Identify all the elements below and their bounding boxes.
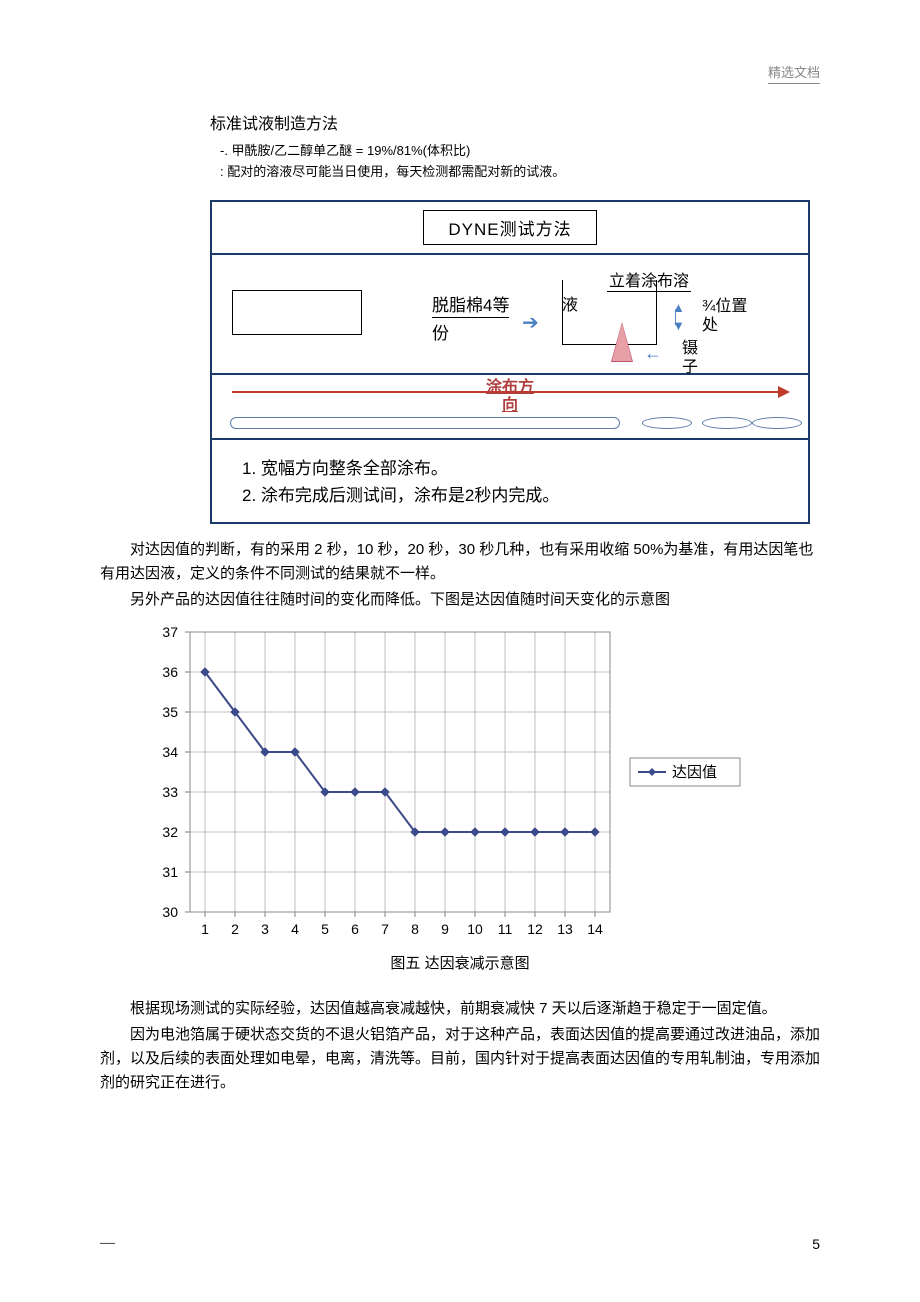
diagram-list-2: 2. 涂布完成后测试间，涂布是2秒内完成。 [242, 481, 788, 506]
svg-text:10: 10 [467, 921, 483, 937]
dyne-chart: 30313233343536371234567891011121314达因值 [115, 622, 820, 942]
oval-1 [642, 417, 692, 429]
svg-text:4: 4 [291, 921, 299, 937]
chart-svg: 30313233343536371234567891011121314达因值 [115, 622, 755, 942]
svg-text:2: 2 [231, 921, 239, 937]
svg-text:35: 35 [162, 704, 178, 720]
svg-text:8: 8 [411, 921, 419, 937]
cd-b: 向 [502, 397, 518, 414]
oval-3 [752, 417, 802, 429]
diagram-coating-row: 涂布方向 [212, 375, 808, 440]
arrow-right-icon: ➔ [522, 310, 539, 335]
solution-label-2: 液 [562, 291, 578, 315]
svg-text:7: 7 [381, 921, 389, 937]
svg-text:30: 30 [162, 904, 178, 920]
double-arrow-vert-icon: ▲│▼ [672, 303, 685, 330]
pos-label-b: 处 [702, 317, 718, 334]
diagram-mid-row: 脱脂棉4等 份 ➔ 立着涂布溶 液 ▲│▼ ¾位置处 ← 镊子 [212, 255, 808, 375]
section-title: 标准试液制造方法 [210, 110, 820, 134]
svg-text:32: 32 [162, 824, 178, 840]
svg-text:11: 11 [498, 921, 513, 937]
svg-text:12: 12 [527, 921, 543, 937]
svg-text:33: 33 [162, 784, 178, 800]
coating-rect [230, 417, 620, 429]
tweezer-label: 镊子 [682, 339, 698, 377]
svg-text:14: 14 [587, 921, 603, 937]
svg-text:13: 13 [557, 921, 573, 937]
svg-text:达因值: 达因值 [672, 764, 717, 781]
arrow-left-icon: ← [644, 343, 662, 364]
cd-a: 涂布方 [486, 379, 534, 396]
pos-label-a: ¾位置 [702, 298, 747, 315]
svg-text:9: 9 [441, 921, 449, 937]
chart-caption: 图五 达因衰减示意图 [100, 952, 820, 973]
coating-direction-label: 涂布方向 [212, 379, 808, 416]
svg-text:3: 3 [261, 921, 269, 937]
header-right-label: 精选文档 [768, 62, 820, 84]
diagram-title-row: DYNE测试方法 [212, 202, 808, 255]
svg-text:6: 6 [351, 921, 359, 937]
triangle-icon [612, 323, 632, 361]
note-line: : 配对的溶液尽可能当日使用，每天检测都需配对新的试液。 [220, 161, 820, 180]
empty-box [232, 290, 362, 335]
cotton-label: 脱脂棉4等 [432, 295, 509, 318]
diagram-list-1: 1. 宽幅方向整条全部涂布。 [242, 454, 788, 479]
twz-b: 子 [682, 359, 698, 376]
oval-2 [702, 417, 752, 429]
paragraph-2: 另外产品的达因值往往随时间的变化而降低。下图是达因值随时间天变化的示意图 [100, 588, 820, 612]
cotton-label-2: 份 [432, 319, 449, 344]
footer-left: — [100, 1235, 115, 1252]
twz-a: 镊 [682, 340, 698, 357]
svg-text:31: 31 [162, 864, 178, 880]
position-label: ¾位置处 [702, 297, 747, 335]
diagram-title: DYNE测试方法 [423, 210, 596, 245]
svg-text:1: 1 [201, 921, 209, 937]
svg-text:37: 37 [162, 624, 178, 640]
diagram-list-row: 1. 宽幅方向整条全部涂布。 2. 涂布完成后测试间，涂布是2秒内完成。 [212, 440, 808, 522]
page: 精选文档 标准试液制造方法 -. 甲酰胺/乙二醇单乙醚 = 19%/81%(体积… [0, 0, 920, 1302]
formula-line: -. 甲酰胺/乙二醇单乙醚 = 19%/81%(体积比) [220, 140, 820, 159]
dyne-diagram: DYNE测试方法 脱脂棉4等 份 ➔ 立着涂布溶 液 ▲│▼ ¾位置处 ← 镊子… [210, 200, 810, 524]
paragraph-1: 对达因值的判断，有的采用 2 秒，10 秒，20 秒，30 秒几种，也有采用收缩… [100, 538, 820, 586]
paragraph-3: 根据现场测试的实际经验，达因值越高衰减越快，前期衰减快 7 天以后逐渐趋于稳定于… [100, 997, 820, 1021]
svg-text:34: 34 [162, 744, 178, 760]
page-number: 5 [812, 1236, 820, 1252]
svg-text:5: 5 [321, 921, 329, 937]
svg-text:36: 36 [162, 664, 178, 680]
solution-label: 立着涂布溶 [607, 267, 691, 292]
paragraph-4: 因为电池箔属于硬状态交货的不退火铝箔产品，对于这种产品，表面达因值的提高要通过改… [100, 1023, 820, 1095]
